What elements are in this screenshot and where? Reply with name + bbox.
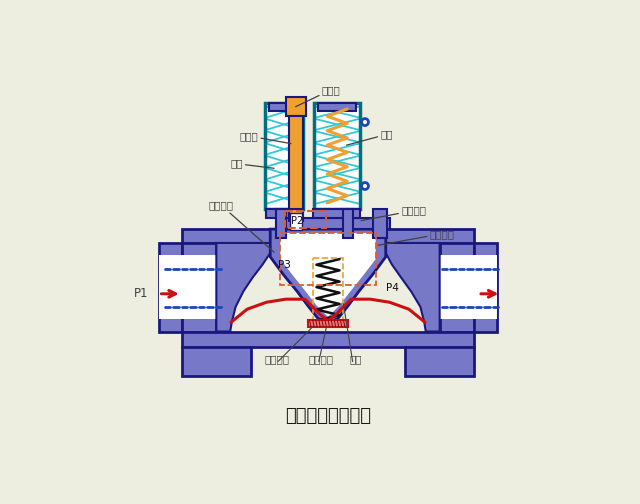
Bar: [182, 347, 251, 376]
Bar: [474, 243, 497, 332]
Text: P2: P2: [291, 216, 303, 226]
Bar: [440, 256, 474, 319]
Text: 定铁心: 定铁心: [296, 85, 340, 107]
Bar: [440, 243, 474, 332]
Text: 平衡孔道: 平衡孔道: [209, 200, 274, 252]
Bar: [314, 103, 360, 209]
Text: P1: P1: [134, 287, 148, 300]
Bar: [276, 209, 287, 238]
Bar: [308, 320, 348, 327]
Polygon shape: [280, 233, 376, 317]
Polygon shape: [270, 229, 386, 323]
Bar: [182, 256, 216, 319]
Bar: [289, 209, 303, 221]
Text: 管道联系式电磁阀: 管道联系式电磁阀: [285, 407, 371, 425]
Bar: [314, 103, 360, 209]
Text: 主阀阀座: 主阀阀座: [265, 354, 290, 364]
Text: P4: P4: [386, 283, 399, 293]
Text: 弹簧: 弹簧: [346, 130, 393, 145]
Polygon shape: [386, 243, 440, 332]
Bar: [269, 103, 300, 110]
Bar: [265, 103, 303, 209]
Bar: [182, 229, 474, 243]
Bar: [289, 213, 302, 230]
Bar: [285, 211, 326, 228]
Bar: [312, 259, 344, 322]
Polygon shape: [216, 243, 270, 332]
Bar: [276, 218, 390, 229]
Bar: [289, 116, 303, 212]
Bar: [159, 243, 182, 332]
Circle shape: [362, 182, 369, 190]
Circle shape: [362, 118, 369, 125]
Text: 线圈: 线圈: [230, 159, 274, 169]
Bar: [318, 103, 356, 110]
Bar: [265, 103, 303, 209]
Bar: [405, 347, 474, 376]
Bar: [474, 256, 497, 319]
Bar: [266, 209, 303, 218]
Bar: [372, 209, 387, 238]
Text: 动铁心: 动铁心: [239, 131, 291, 144]
Text: 泄压孔道: 泄压孔道: [378, 229, 454, 245]
Bar: [159, 256, 182, 319]
Text: P3: P3: [278, 261, 291, 270]
Text: 膜片: 膜片: [349, 354, 362, 364]
Bar: [182, 243, 216, 332]
Bar: [312, 209, 360, 218]
Bar: [285, 97, 306, 116]
Bar: [344, 209, 353, 238]
Text: 导阀阀座: 导阀阀座: [361, 206, 426, 221]
Bar: [182, 332, 474, 347]
Bar: [280, 233, 376, 285]
Text: 主阀阀芯: 主阀阀芯: [308, 354, 333, 364]
